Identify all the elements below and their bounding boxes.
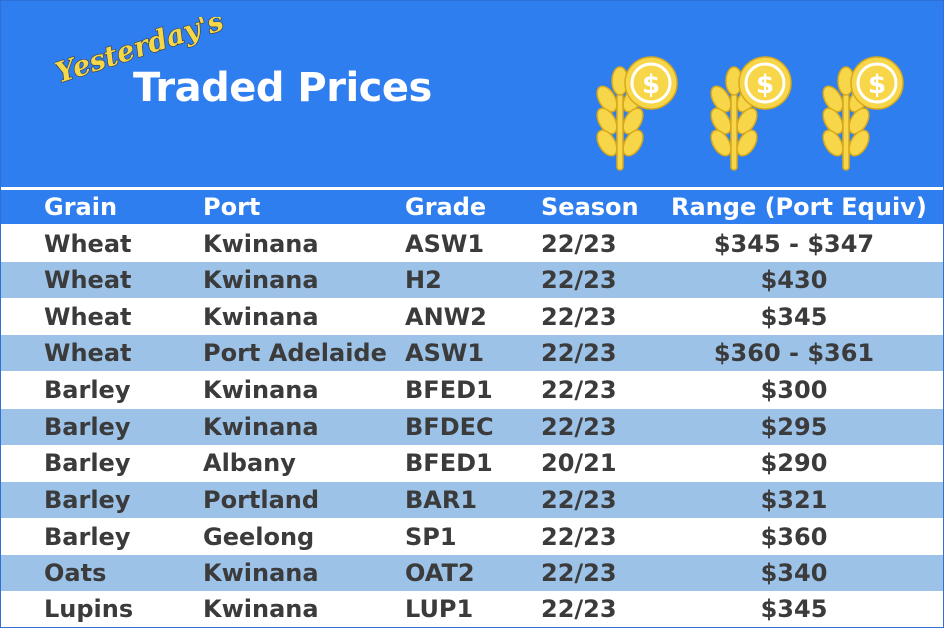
cell-season: 22/23: [541, 303, 617, 331]
cell-port: Port Adelaide: [203, 339, 387, 367]
cell-grade: BAR1: [405, 486, 478, 514]
cell-grain: Barley: [44, 413, 131, 441]
cell-range: $300: [760, 376, 828, 404]
table-row: Barley Geelong SP1 22/23 $360: [1, 519, 943, 555]
svg-text:$: $: [756, 70, 774, 100]
cell-season: 22/23: [541, 376, 617, 404]
column-header-grain: Grain: [44, 193, 118, 221]
cell-grade: ANW2: [405, 303, 487, 331]
cell-grain: Wheat: [44, 266, 132, 294]
cell-range: $340: [760, 559, 828, 587]
table-row: Barley Kwinana BFDEC 22/23 $295: [1, 409, 943, 445]
cell-range: $345: [760, 595, 828, 623]
column-header-port: Port: [203, 193, 261, 221]
cell-season: 22/23: [541, 339, 617, 367]
table-row: Barley Albany BFED1 20/21 $290: [1, 445, 943, 481]
cell-grade: BFED1: [405, 376, 493, 404]
cell-grade: OAT2: [405, 559, 475, 587]
cell-grain: Barley: [44, 523, 131, 551]
cell-grade: BFDEC: [405, 413, 494, 441]
cell-port: Kwinana: [203, 595, 319, 623]
cell-port: Geelong: [203, 523, 315, 551]
cell-range: $360: [760, 523, 828, 551]
script-title: Yesterday's: [55, 17, 228, 90]
column-header-range: Range (Port Equiv): [671, 193, 927, 221]
page-title: Traded Prices: [133, 65, 432, 111]
cell-port: Albany: [203, 449, 296, 477]
table-row: Oats Kwinana OAT2 22/23 $340: [1, 555, 943, 591]
cell-grade: BFED1: [405, 449, 493, 477]
svg-text:$: $: [642, 70, 660, 100]
cell-grain: Oats: [44, 559, 107, 587]
table-row: Barley Portland BAR1 22/23 $321: [1, 482, 943, 518]
column-header-season: Season: [541, 193, 639, 221]
cell-range: $360 - $361: [713, 339, 875, 367]
wheat-dollar-icon: $: [822, 56, 904, 171]
cell-grain: Wheat: [44, 339, 132, 367]
table-row: Wheat Port Adelaide ASW1 22/23 $360 - $3…: [1, 335, 943, 371]
table-header: Grain Port Grade Season Range (Port Equi…: [1, 190, 943, 224]
cell-range: $290: [760, 449, 828, 477]
cell-grain: Barley: [44, 376, 131, 404]
cell-port: Portland: [203, 486, 320, 514]
cell-port: Kwinana: [203, 376, 319, 404]
cell-port: Kwinana: [203, 559, 319, 587]
table-row: Lupins Kwinana LUP1 22/23 $345: [1, 591, 943, 627]
cell-season: 22/23: [541, 230, 617, 258]
table-row: Barley Kwinana BFED1 22/23 $300: [1, 372, 943, 408]
cell-range: $430: [760, 266, 828, 294]
cell-grain: Wheat: [44, 303, 132, 331]
cell-grain: Barley: [44, 449, 131, 477]
cell-grade: ASW1: [405, 339, 485, 367]
cell-port: Kwinana: [203, 413, 319, 441]
cell-range: $345 - $347: [713, 230, 875, 258]
svg-text:$: $: [868, 70, 886, 100]
wheat-dollar-icon: $: [710, 56, 792, 171]
table-row: Wheat Kwinana ASW1 22/23 $345 - $347: [1, 226, 943, 262]
cell-port: Kwinana: [203, 303, 319, 331]
cell-port: Kwinana: [203, 230, 319, 258]
column-header-grade: Grade: [405, 193, 487, 221]
cell-grain: Lupins: [44, 595, 134, 623]
cell-port: Kwinana: [203, 266, 319, 294]
table-row: Wheat Kwinana H2 22/23 $430: [1, 262, 943, 298]
cell-grade: SP1: [405, 523, 457, 551]
cell-grain: Wheat: [44, 230, 132, 258]
cell-grade: H2: [405, 266, 442, 294]
cell-grade: ASW1: [405, 230, 485, 258]
cell-season: 22/23: [541, 523, 617, 551]
cell-range: $345: [760, 303, 828, 331]
cell-season: 22/23: [541, 413, 617, 441]
cell-season: 22/23: [541, 595, 617, 623]
cell-range: $321: [760, 486, 828, 514]
cell-season: 22/23: [541, 266, 617, 294]
cell-grain: Barley: [44, 486, 131, 514]
cell-grade: LUP1: [405, 595, 474, 623]
header-banner: Yesterday's Traded Prices $: [1, 1, 943, 187]
cell-range: $295: [760, 413, 828, 441]
wheat-dollar-icon: $: [596, 56, 678, 171]
table-row: Wheat Kwinana ANW2 22/23 $345: [1, 299, 943, 335]
cell-season: 20/21: [541, 449, 617, 477]
cell-season: 22/23: [541, 559, 617, 587]
cell-season: 22/23: [541, 486, 617, 514]
